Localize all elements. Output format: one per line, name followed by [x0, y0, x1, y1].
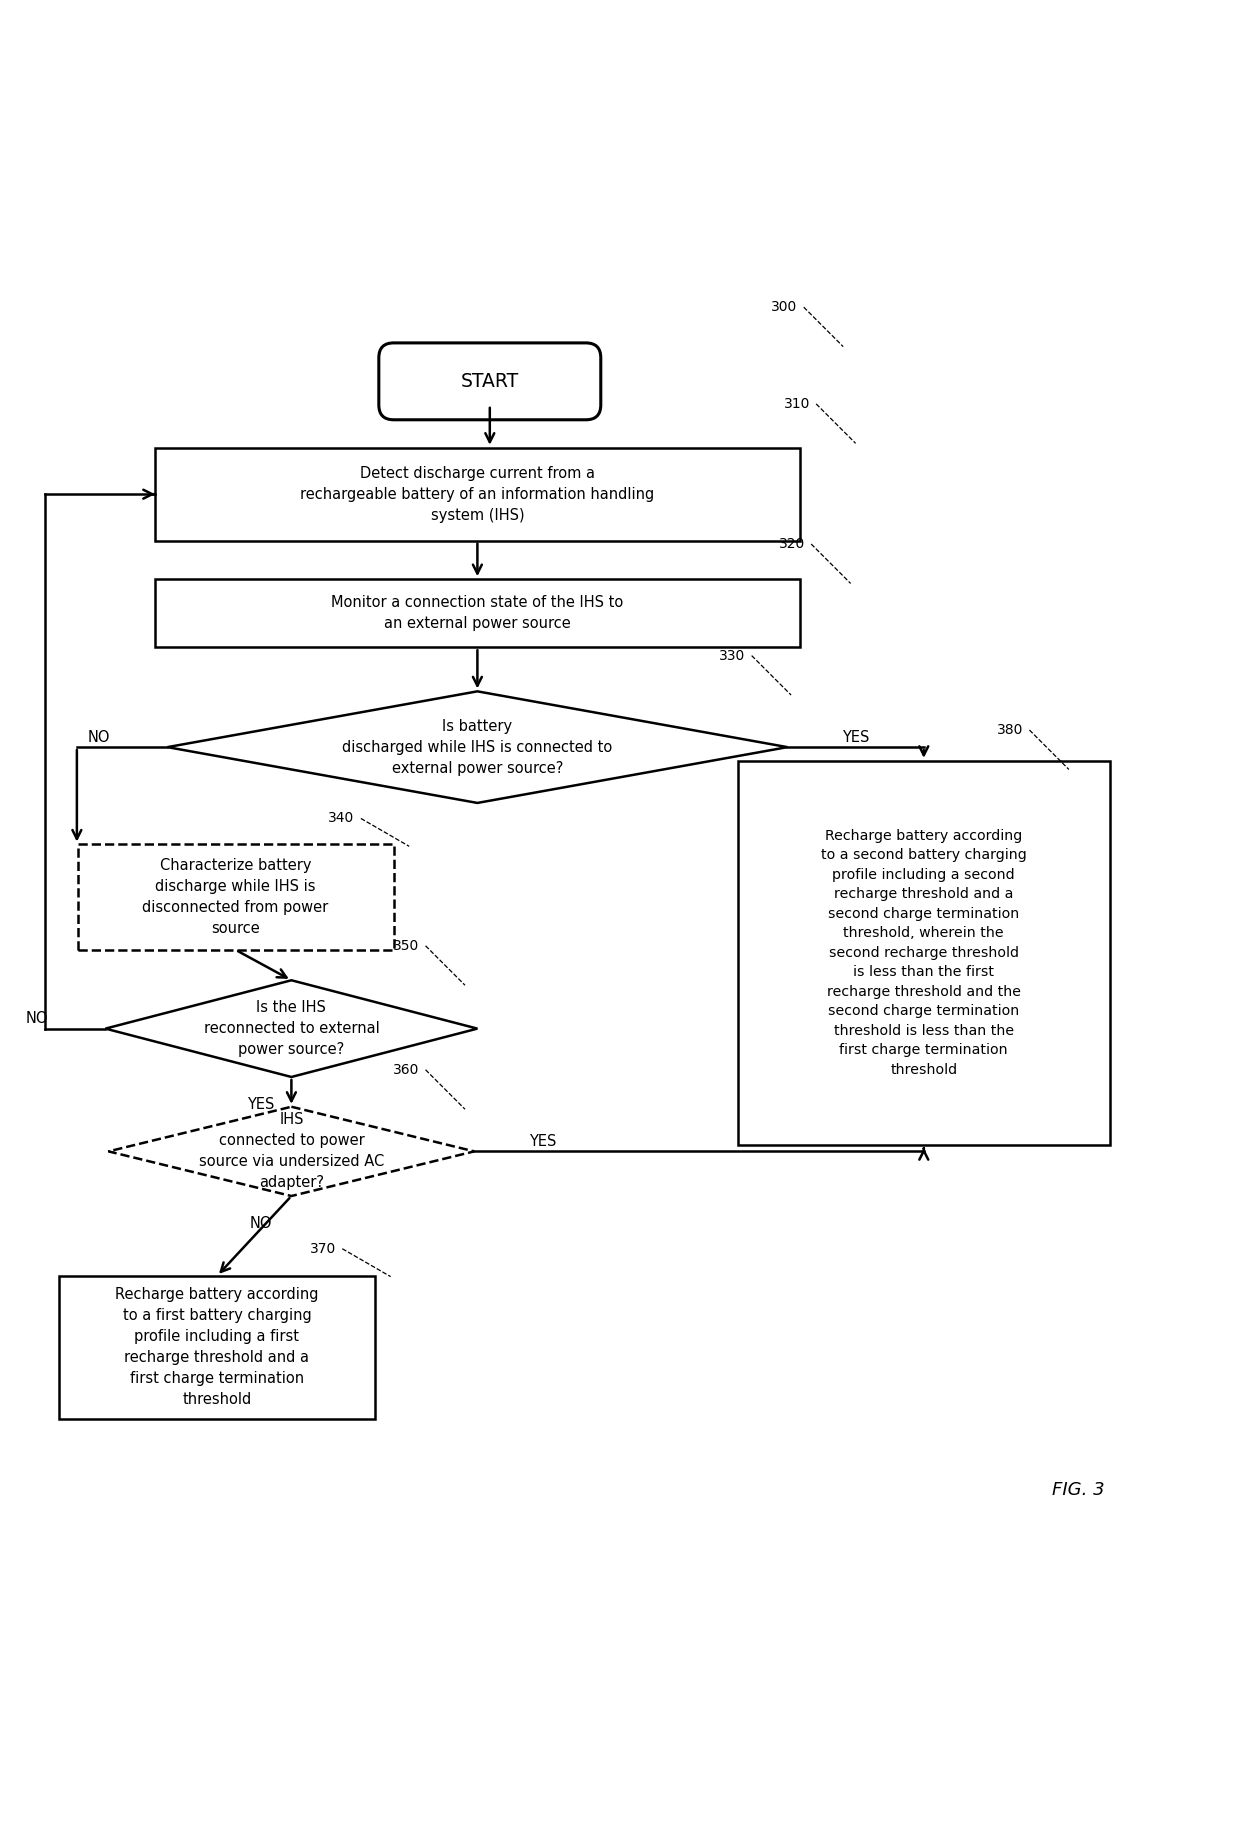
Bar: [155, 447, 800, 541]
Text: IHS
connected to power
source via undersized AC
adapter?: IHS connected to power source via unders…: [198, 1113, 384, 1190]
Bar: [58, 1276, 374, 1418]
Bar: [77, 844, 394, 951]
Text: 360: 360: [393, 1063, 419, 1078]
Text: 370: 370: [310, 1241, 336, 1256]
Text: Recharge battery according
to a first battery charging
profile including a first: Recharge battery according to a first ba…: [115, 1287, 319, 1407]
Text: NO: NO: [249, 1216, 272, 1230]
Bar: [738, 761, 1110, 1146]
Text: 350: 350: [393, 938, 419, 953]
Text: FIG. 3: FIG. 3: [1053, 1480, 1105, 1499]
Text: YES: YES: [842, 730, 869, 745]
Polygon shape: [109, 1107, 474, 1195]
Text: 340: 340: [329, 811, 355, 826]
Text: 380: 380: [997, 723, 1023, 737]
Text: 330: 330: [719, 649, 745, 662]
Text: Characterize battery
discharge while IHS is
disconnected from power
source: Characterize battery discharge while IHS…: [143, 859, 329, 936]
Text: Is the IHS
reconnected to external
power source?: Is the IHS reconnected to external power…: [203, 1000, 379, 1057]
Text: 300: 300: [771, 300, 797, 314]
Text: Is battery
discharged while IHS is connected to
external power source?: Is battery discharged while IHS is conne…: [342, 719, 613, 776]
FancyBboxPatch shape: [379, 342, 600, 419]
Polygon shape: [105, 980, 477, 1078]
Text: NO: NO: [26, 1011, 48, 1026]
Text: START: START: [461, 371, 518, 392]
Text: 320: 320: [779, 537, 805, 552]
Bar: [155, 579, 800, 647]
Text: 310: 310: [784, 397, 810, 410]
Text: YES: YES: [528, 1135, 557, 1149]
Polygon shape: [167, 691, 787, 804]
Text: Monitor a connection state of the IHS to
an external power source: Monitor a connection state of the IHS to…: [331, 596, 624, 631]
Text: NO: NO: [88, 730, 110, 745]
Text: Recharge battery according
to a second battery charging
profile including a seco: Recharge battery according to a second b…: [821, 829, 1027, 1078]
Text: YES: YES: [247, 1096, 274, 1113]
Text: Detect discharge current from a
rechargeable battery of an information handling
: Detect discharge current from a recharge…: [300, 465, 655, 522]
